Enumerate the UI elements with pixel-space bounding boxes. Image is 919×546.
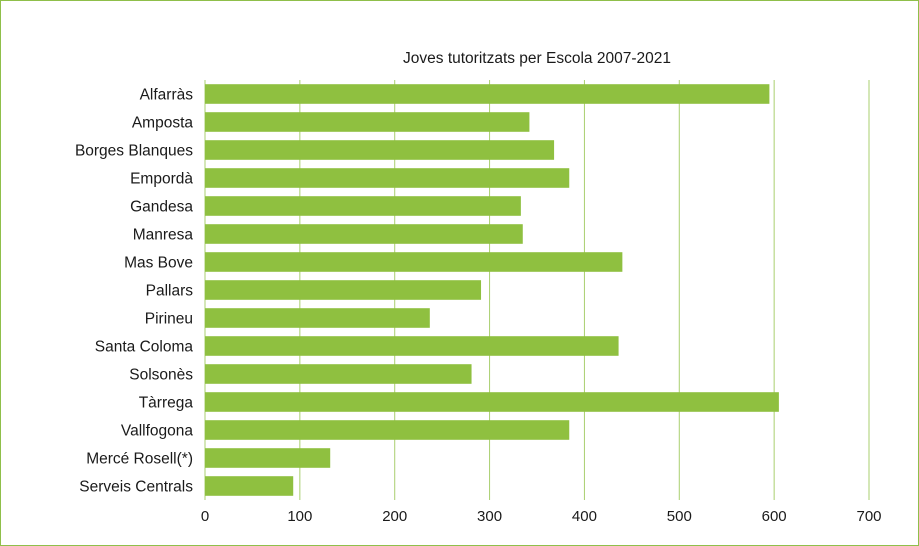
category-label: Mercé Rosell(*) [86, 451, 193, 468]
category-label: Vallfogona [121, 423, 193, 440]
bar [205, 224, 523, 244]
bar [205, 392, 779, 412]
category-label: Solsonès [129, 367, 193, 384]
x-tick-label: 700 [856, 508, 881, 525]
category-label: Borges Blanques [75, 143, 193, 160]
x-tick-label: 100 [287, 508, 312, 525]
bar [205, 476, 294, 496]
x-tick-labels: 0 100 200 300 400 500 600 700 [201, 508, 882, 525]
bar [205, 84, 770, 104]
bar [205, 420, 570, 440]
bar [205, 280, 482, 300]
category-label: Mas Bove [124, 255, 193, 272]
x-tick-label: 300 [477, 508, 502, 525]
x-tick-label: 400 [572, 508, 597, 525]
bar [205, 112, 530, 132]
category-label: Empordà [130, 171, 193, 188]
category-label: Serveis Centrals [79, 479, 193, 496]
category-label: Alfarràs [140, 87, 194, 104]
category-label: Manresa [133, 227, 194, 244]
bar [205, 448, 331, 468]
x-tick-label: 0 [201, 508, 209, 525]
bar [205, 140, 555, 160]
category-label: Amposta [132, 115, 194, 132]
category-label: Pirineu [145, 311, 193, 328]
bar [205, 364, 472, 384]
bar [205, 308, 430, 328]
bar [205, 252, 623, 272]
chart-title: Joves tutoritzats per Escola 2007-2021 [403, 50, 671, 67]
category-label: Tàrrega [139, 395, 194, 412]
category-label: Gandesa [130, 199, 193, 216]
bar [205, 196, 521, 216]
bar [205, 336, 619, 356]
bar [205, 168, 570, 188]
bars [205, 84, 779, 496]
x-tick-label: 500 [667, 508, 692, 525]
category-label: Pallars [146, 283, 194, 300]
category-label: Santa Coloma [95, 339, 194, 356]
x-tick-label: 600 [762, 508, 787, 525]
x-tick-label: 200 [382, 508, 407, 525]
category-labels: Alfarràs Amposta Borges Blanques Empordà Gan… [75, 87, 193, 496]
